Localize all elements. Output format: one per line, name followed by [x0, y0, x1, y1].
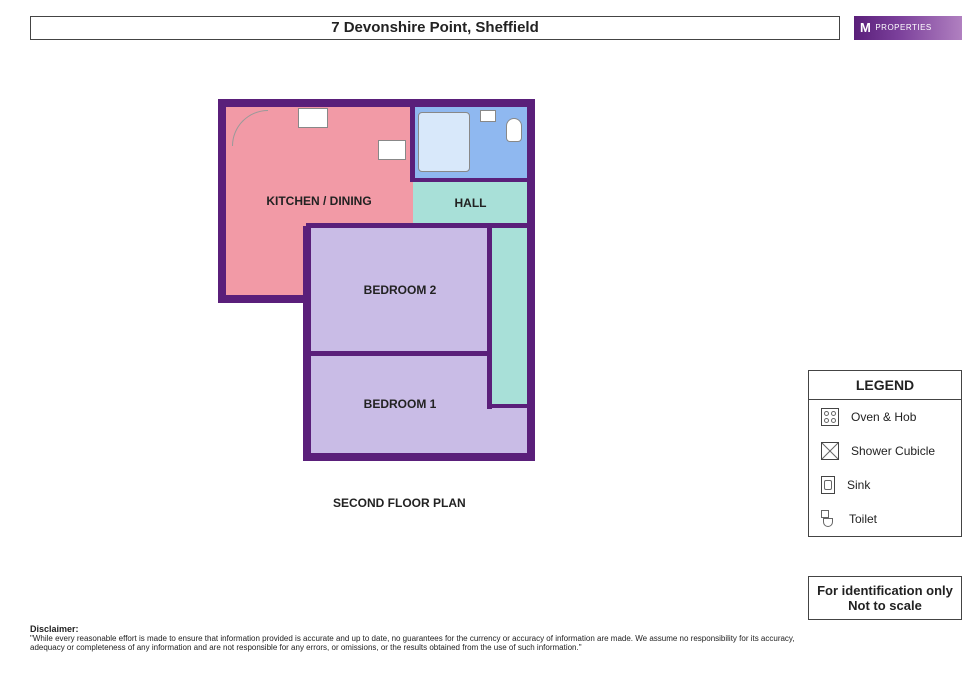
toilet-fixture: [506, 118, 522, 142]
disclaimer-heading: Disclaimer:: [30, 624, 79, 634]
legend-item-sink: Sink: [809, 468, 961, 502]
disclaimer-body: "While every reasonable effort is made t…: [30, 634, 795, 652]
scale-line-2: Not to scale: [809, 598, 961, 613]
legend-label: Oven & Hob: [851, 410, 916, 424]
title-text: 7 Devonshire Point, Sheffield: [331, 19, 539, 36]
wall: [487, 226, 492, 409]
toilet-icon: [821, 510, 837, 528]
wall: [306, 351, 491, 356]
legend-title: LEGEND: [809, 371, 961, 400]
wall: [218, 99, 226, 303]
room-hall-corridor: [490, 226, 528, 406]
room-bedroom-1-ext: [490, 406, 528, 454]
bathtub-fixture: [418, 112, 470, 172]
brand-text: PROPERTIES: [875, 16, 931, 40]
room-bedroom-2: BEDROOM 2: [310, 226, 490, 354]
scale-note-box: For identification only Not to scale: [808, 576, 962, 620]
legend-item-oven-hob: Oven & Hob: [809, 400, 961, 434]
sink-fixture: [480, 110, 496, 122]
legend-box: LEGEND Oven & Hob Shower Cubicle Sink Toile…: [808, 370, 962, 537]
legend-item-toilet: Toilet: [809, 502, 961, 536]
disclaimer: Disclaimer: "While every reasonable effo…: [30, 624, 810, 652]
title-bar: 7 Devonshire Point, Sheffield: [30, 16, 840, 40]
wall: [303, 226, 311, 461]
plan-caption-text: SECOND FLOOR PLAN: [333, 496, 466, 510]
legend-label: Toilet: [849, 512, 877, 526]
room-hall: HALL: [413, 180, 528, 226]
scale-line-1: For identification only: [809, 583, 961, 598]
wall: [410, 106, 415, 181]
wall: [218, 99, 535, 107]
legend-label: Sink: [847, 478, 870, 492]
brand-letter: M: [860, 16, 871, 40]
oven-hob-icon: [821, 408, 839, 426]
room-bedroom-1: BEDROOM 1: [310, 354, 490, 454]
wall: [410, 178, 530, 182]
plan-caption: SECOND FLOOR PLAN: [333, 496, 466, 510]
shower-cubicle-icon: [821, 442, 839, 460]
hob-fixture: [298, 108, 328, 128]
wall: [306, 223, 531, 228]
legend-label: Shower Cubicle: [851, 444, 935, 458]
legend-item-shower-cubicle: Shower Cubicle: [809, 434, 961, 468]
room-label: BEDROOM 2: [364, 283, 437, 297]
room-label: BEDROOM 1: [364, 397, 437, 411]
kitchen-sink-fixture: [378, 140, 406, 160]
wall: [487, 404, 531, 408]
brand-logo: M PROPERTIES: [854, 16, 962, 40]
sink-icon: [821, 476, 835, 494]
wall: [218, 295, 310, 303]
room-label: HALL: [455, 196, 487, 210]
room-label: KITCHEN / DINING: [266, 194, 371, 208]
wall: [303, 453, 535, 461]
